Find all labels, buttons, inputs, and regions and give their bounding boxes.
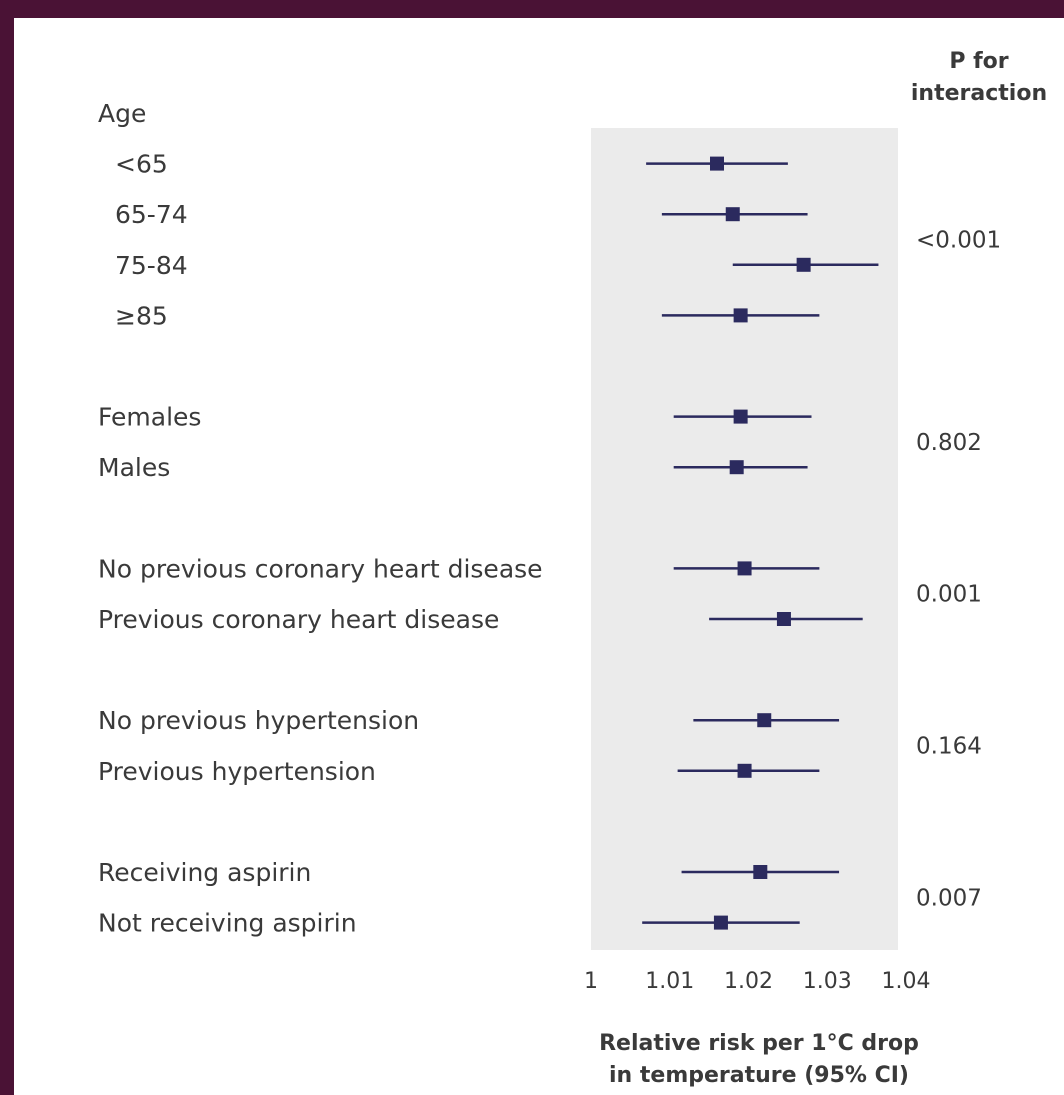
- rows-group: Age <65 65-74 75-84 ≥85 Females Males No previo…: [98, 99, 879, 938]
- x-tick-label: 1.02: [724, 969, 773, 994]
- row-label: Females: [98, 403, 201, 432]
- point-estimate: [776, 612, 791, 626]
- row-label: Receiving aspirin: [98, 858, 311, 887]
- chart-frame: Age <65 65-74 75-84 ≥85 Females Males No previo…: [14, 18, 1064, 1095]
- point-estimate: [737, 561, 752, 576]
- point-estimate: [737, 763, 752, 778]
- point-estimate: [733, 409, 748, 424]
- row-label: No previous coronary heart disease: [98, 554, 543, 583]
- point-estimate: [710, 156, 724, 171]
- p-value: 0.164: [916, 734, 982, 760]
- forest-plot: Age <65 65-74 75-84 ≥85 Females Males No previo…: [98, 49, 1047, 1088]
- p-header-line2: interaction: [911, 81, 1047, 106]
- row-label: 75-84: [115, 251, 188, 280]
- x-ticks-group: 1 1.01 1.02 1.03 1.04: [584, 969, 930, 994]
- row-label: <65: [115, 150, 168, 179]
- row-label: 65-74: [115, 200, 188, 229]
- point-estimate: [725, 207, 740, 222]
- x-tick-label: 1.01: [645, 969, 694, 994]
- row-label: Not receiving aspirin: [98, 909, 357, 938]
- point-estimate: [729, 460, 744, 475]
- p-header-line1: P for: [949, 49, 1008, 74]
- point-estimate: [733, 308, 748, 323]
- p-value: 0.001: [916, 582, 982, 608]
- row-label: Previous coronary heart disease: [98, 605, 499, 634]
- x-axis-label-line2: in temperature (95% CI): [609, 1063, 909, 1088]
- point-estimate: [753, 865, 768, 879]
- row-label: No previous hypertension: [98, 706, 419, 735]
- p-value: 0.007: [916, 885, 982, 911]
- point-estimate: [713, 915, 728, 930]
- p-values-group: <0.001 0.802 0.001 0.164 0.007: [916, 228, 1001, 912]
- row-label: ≥85: [115, 301, 168, 330]
- x-tick-label: 1.03: [803, 969, 852, 994]
- p-value: 0.802: [916, 430, 982, 456]
- point-estimate: [796, 257, 811, 272]
- x-tick-label: 1: [584, 969, 598, 994]
- x-tick-label: 1.04: [882, 969, 931, 994]
- x-axis-label-line1: Relative risk per 1°C drop: [599, 1031, 919, 1056]
- point-estimate: [757, 713, 772, 728]
- p-value: <0.001: [916, 228, 1001, 254]
- row-label: Males: [98, 453, 170, 482]
- plot-panel: [591, 128, 898, 950]
- row-label: Previous hypertension: [98, 757, 376, 786]
- row-label: Age: [98, 99, 146, 128]
